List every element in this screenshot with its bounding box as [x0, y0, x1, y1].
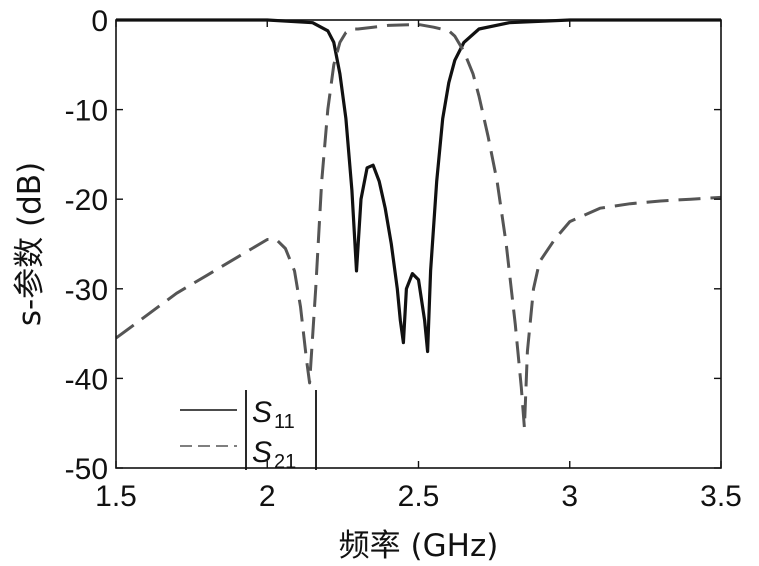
- y-tick-label: -50: [65, 453, 108, 486]
- legend-label-s21: S21: [246, 430, 316, 473]
- y-tick-label: -20: [65, 184, 108, 217]
- series-layer: [116, 20, 721, 428]
- ticks-layer: 1.522.533.50-10-20-30-40-50: [65, 5, 742, 513]
- y-axis-label: s-参数 (dB): [12, 162, 48, 326]
- x-tick-label: 3.5: [700, 480, 742, 513]
- legend-subscript: 11: [274, 411, 295, 433]
- legend-label-s11: S11: [246, 390, 316, 433]
- plot-frame: [116, 20, 721, 468]
- legend-symbol: S: [252, 396, 272, 429]
- y-tick-label: 0: [91, 5, 108, 38]
- y-tick-label: -10: [65, 95, 108, 128]
- x-tick-label: 3: [561, 480, 578, 513]
- x-tick-label: 2.5: [398, 480, 440, 513]
- series-line-s11: [116, 20, 721, 352]
- legend-symbol: S: [252, 436, 272, 469]
- x-tick-label: 2: [259, 480, 276, 513]
- legend: S11 S21: [180, 390, 316, 473]
- x-axis-label: 频率 (GHz): [339, 528, 499, 564]
- y-tick-label: -40: [65, 363, 108, 396]
- series-line-s21: [116, 25, 721, 428]
- y-tick-label: -30: [65, 274, 108, 307]
- axes-layer: [116, 20, 721, 468]
- legend-subscript: 21: [274, 451, 296, 473]
